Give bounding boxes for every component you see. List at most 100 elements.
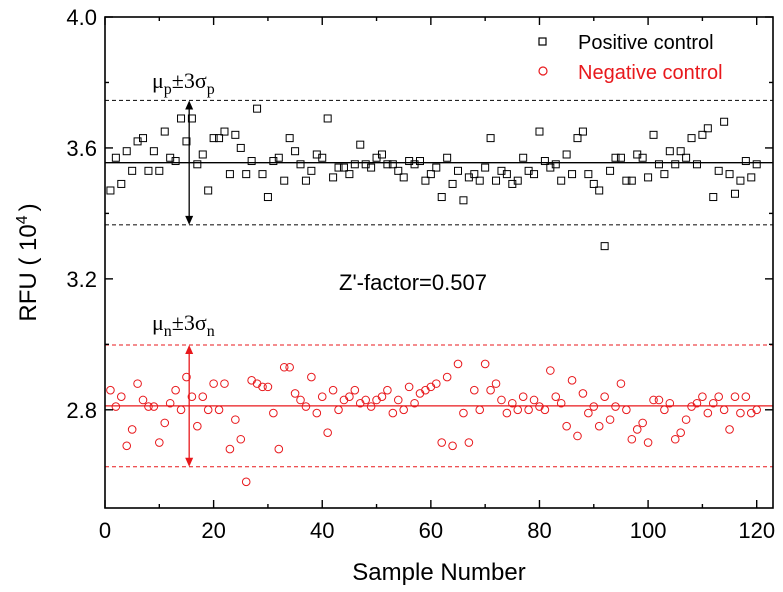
data-point-negative (323, 428, 332, 438)
data-point-positive (692, 160, 701, 169)
x-tick-label: 20 (201, 518, 225, 543)
data-point-negative (350, 385, 360, 395)
data-point-positive (660, 170, 669, 179)
data-point-positive (513, 176, 522, 185)
data-point-negative (703, 408, 713, 418)
data-point-negative (149, 402, 159, 411)
data-point-positive (568, 170, 577, 179)
data-point-positive (220, 127, 229, 136)
negative-arrow-head-up (185, 344, 194, 354)
data-point-negative (470, 385, 479, 395)
data-point-negative (508, 398, 517, 408)
data-point-positive (318, 153, 327, 162)
mean-sd-lines (105, 99, 773, 468)
data-point-positive (149, 147, 158, 156)
data-point-positive (443, 153, 452, 162)
data-point-negative (431, 379, 441, 388)
data-point-negative (285, 362, 294, 372)
data-point-negative (106, 385, 115, 395)
data-point-negative (317, 392, 327, 402)
data-point-positive (611, 153, 620, 162)
y-tick-label: 3.6 (66, 136, 97, 161)
data-point-negative (665, 398, 675, 408)
data-point-positive (682, 153, 691, 162)
data-point-negative (111, 402, 121, 411)
data-point-positive (323, 114, 332, 123)
data-point-positive (573, 134, 582, 143)
data-point-positive (177, 114, 186, 123)
band-arrows (185, 100, 194, 467)
data-point-negative (366, 402, 376, 411)
data-point-negative (459, 408, 468, 418)
data-point-positive (296, 160, 305, 169)
data-point-positive (225, 170, 234, 179)
data-point-negative (556, 398, 566, 408)
data-point-negative (182, 372, 191, 382)
data-point-positive (356, 140, 365, 149)
data-point-negative (269, 408, 278, 418)
data-point-negative (410, 398, 419, 408)
data-point-positive (459, 196, 468, 205)
data-point-negative (562, 421, 571, 431)
data-point-positive (519, 153, 528, 162)
data-point-negative (133, 379, 142, 388)
legend-marker-negative (538, 66, 548, 76)
data-point-negative (122, 441, 132, 451)
data-point-positive (236, 143, 245, 152)
data-point-positive (676, 147, 685, 156)
data-point-negative (220, 379, 229, 388)
data-point-positive (540, 157, 549, 166)
data-point-negative (638, 418, 647, 428)
data-point-negative (383, 385, 392, 395)
y-axis-title: RFU ( 104) (14, 203, 42, 321)
data-point-negative (231, 415, 240, 424)
data-point-positive (155, 166, 164, 175)
data-point-positive (339, 163, 348, 172)
data-point-negative (649, 395, 658, 405)
data-point-negative (730, 392, 740, 402)
data-point-positive (187, 114, 196, 123)
positive-arrow-head-down (185, 215, 194, 225)
data-point-negative (361, 395, 370, 405)
data-point-positive (334, 163, 343, 172)
data-point-negative (290, 389, 300, 398)
legend: Positive control Negative control (538, 32, 723, 84)
positive-band-mu: μ (152, 68, 164, 93)
data-point-negative (274, 444, 284, 454)
data-point-negative (176, 405, 186, 415)
data-point-positive (301, 176, 310, 185)
data-point-positive (703, 124, 712, 133)
data-point-positive (193, 160, 202, 169)
data-point-positive (736, 176, 745, 185)
data-point-negative (203, 405, 213, 415)
data-point-negative (377, 392, 387, 402)
data-point-positive (139, 134, 148, 143)
data-point-negative (171, 385, 180, 395)
positive-band-sigma-sub: p (207, 81, 215, 98)
data-point-positive (329, 173, 338, 182)
data-point-positive (535, 127, 544, 136)
data-point-positive (111, 153, 120, 162)
data-point-positive (171, 157, 180, 166)
data-point-negative (127, 425, 137, 434)
data-point-negative (719, 405, 729, 415)
data-point-negative (551, 392, 561, 402)
data-point-positive (720, 117, 729, 126)
data-point-negative (654, 395, 664, 405)
data-point-negative (263, 382, 273, 392)
data-point-negative (578, 389, 588, 398)
negative-band-pm: ±3σ (172, 310, 207, 335)
data-point-positive (752, 160, 761, 169)
data-point-positive (291, 147, 300, 156)
data-point-negative (670, 434, 680, 444)
y-axis-title-end: ) (15, 203, 42, 211)
data-point-positive (280, 176, 289, 185)
x-tick-label: 0 (99, 518, 111, 543)
data-point-negative (676, 428, 685, 438)
data-point-positive (622, 176, 631, 185)
data-point-negative (209, 379, 218, 388)
data-point-negative (312, 408, 322, 418)
data-point-positive (606, 166, 615, 175)
data-point-positive (253, 104, 262, 113)
